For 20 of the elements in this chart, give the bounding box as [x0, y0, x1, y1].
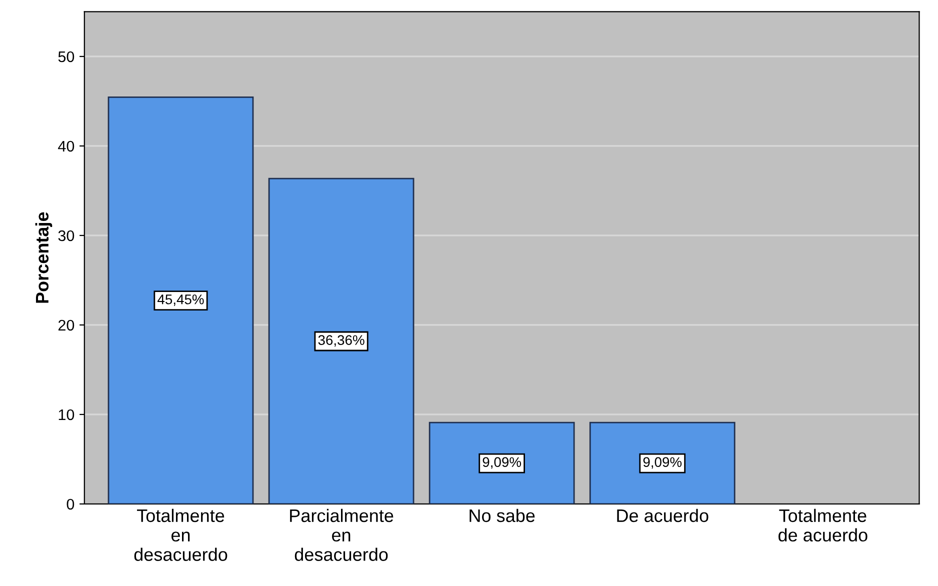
y-tick-label: 30: [58, 230, 74, 242]
bar: [108, 96, 254, 504]
x-tick-label: Totalmente en desacuerdo: [134, 508, 228, 561]
y-axis-title: Porcentaje: [35, 212, 52, 303]
y-tick-label: 10: [58, 409, 74, 420]
y-tick-label: 40: [58, 140, 74, 152]
bar: [268, 178, 414, 504]
bar: [428, 422, 575, 504]
x-tick-label: No sabe: [470, 508, 535, 522]
x-tick-label: De acuerdo: [617, 508, 708, 522]
x-tick-label: Parcialmente en desacuerdo: [290, 508, 394, 561]
data-label: 45,45%: [158, 294, 204, 306]
data-label: 9,09%: [482, 457, 522, 469]
data-label: 36,36%: [318, 335, 364, 347]
bar: [589, 422, 736, 504]
data-label: 9,09%: [643, 457, 682, 469]
x-tick-label: Totalmente de acuerdo: [778, 508, 868, 542]
y-tick-label: 20: [58, 320, 74, 331]
y-tick-label: 0: [66, 498, 74, 510]
y-tick-label: 50: [58, 51, 74, 62]
